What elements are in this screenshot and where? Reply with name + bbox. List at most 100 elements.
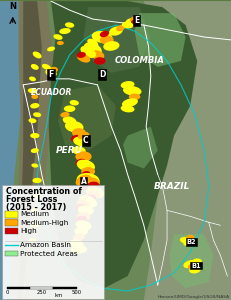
Ellipse shape [42,64,51,70]
Ellipse shape [72,128,85,137]
Ellipse shape [129,16,139,22]
Ellipse shape [84,194,96,202]
Ellipse shape [64,105,75,112]
Text: E: E [134,16,139,25]
Ellipse shape [76,200,90,209]
Bar [5,211,18,217]
Ellipse shape [75,204,87,211]
Polygon shape [58,85,116,151]
Polygon shape [83,7,150,73]
Ellipse shape [182,241,192,246]
Ellipse shape [53,34,62,40]
Ellipse shape [94,57,105,65]
Ellipse shape [109,26,122,36]
Ellipse shape [192,259,201,264]
Ellipse shape [73,137,89,147]
Ellipse shape [80,182,91,191]
Ellipse shape [81,171,90,178]
Text: Medium-High: Medium-High [20,220,68,226]
Ellipse shape [187,264,196,270]
Ellipse shape [185,235,193,240]
Bar [2,185,104,298]
Ellipse shape [29,76,36,81]
Ellipse shape [103,41,119,51]
Ellipse shape [47,46,55,51]
Ellipse shape [70,135,82,142]
Ellipse shape [75,159,87,166]
Text: A: A [80,178,86,187]
Ellipse shape [45,69,57,77]
Ellipse shape [76,53,90,63]
Ellipse shape [81,167,95,176]
Ellipse shape [87,39,98,47]
Ellipse shape [28,238,36,242]
Text: 250: 250 [36,290,47,295]
Ellipse shape [30,103,39,109]
Ellipse shape [77,132,89,140]
Ellipse shape [85,191,99,200]
Ellipse shape [73,234,84,241]
Polygon shape [134,13,185,67]
Ellipse shape [31,164,38,168]
Ellipse shape [69,239,83,247]
Text: Hansen/UMD/Google/USGS/NASA: Hansen/UMD/Google/USGS/NASA [157,296,229,299]
Text: B2: B2 [186,239,195,245]
Text: B1: B1 [190,262,200,268]
Polygon shape [18,1,42,300]
Ellipse shape [83,42,101,56]
Bar [53,286,76,289]
Text: Amazon Basin: Amazon Basin [20,242,71,248]
Ellipse shape [121,98,137,107]
Text: PERU: PERU [56,146,83,155]
Ellipse shape [65,22,74,28]
Ellipse shape [75,216,87,223]
Bar [5,251,18,256]
Text: Medium: Medium [20,211,49,217]
Ellipse shape [128,94,140,100]
Ellipse shape [99,35,113,44]
Ellipse shape [31,208,38,212]
Text: COLOMBIA: COLOMBIA [114,56,163,65]
Polygon shape [49,1,196,288]
Text: High: High [20,228,37,234]
Ellipse shape [31,64,39,70]
Ellipse shape [85,182,99,191]
Ellipse shape [76,52,85,58]
Ellipse shape [32,178,42,183]
Ellipse shape [30,133,39,138]
Text: ECUADOR: ECUADOR [30,88,71,97]
Ellipse shape [122,86,141,96]
Ellipse shape [188,267,200,274]
Ellipse shape [125,18,139,26]
Ellipse shape [76,160,95,172]
Polygon shape [143,1,231,300]
Polygon shape [122,127,157,169]
Bar [7,286,30,289]
Ellipse shape [77,206,94,215]
Ellipse shape [76,173,99,188]
Text: F: F [48,70,53,79]
Ellipse shape [182,260,196,268]
Ellipse shape [65,123,74,130]
Text: BRAZIL: BRAZIL [153,182,189,191]
Ellipse shape [70,245,87,254]
Text: N: N [9,2,16,11]
Ellipse shape [28,88,37,94]
Ellipse shape [33,193,41,198]
Ellipse shape [121,22,133,28]
Ellipse shape [85,187,104,198]
Bar [5,219,18,226]
Ellipse shape [80,46,95,58]
Ellipse shape [120,105,134,112]
Text: D: D [98,70,105,79]
Ellipse shape [76,212,90,220]
Ellipse shape [30,223,39,228]
Text: 500: 500 [71,290,81,295]
Ellipse shape [131,20,137,24]
Ellipse shape [81,177,99,190]
Ellipse shape [72,146,85,155]
Ellipse shape [59,28,70,34]
Ellipse shape [65,121,83,132]
Polygon shape [0,1,28,300]
Ellipse shape [33,52,41,58]
